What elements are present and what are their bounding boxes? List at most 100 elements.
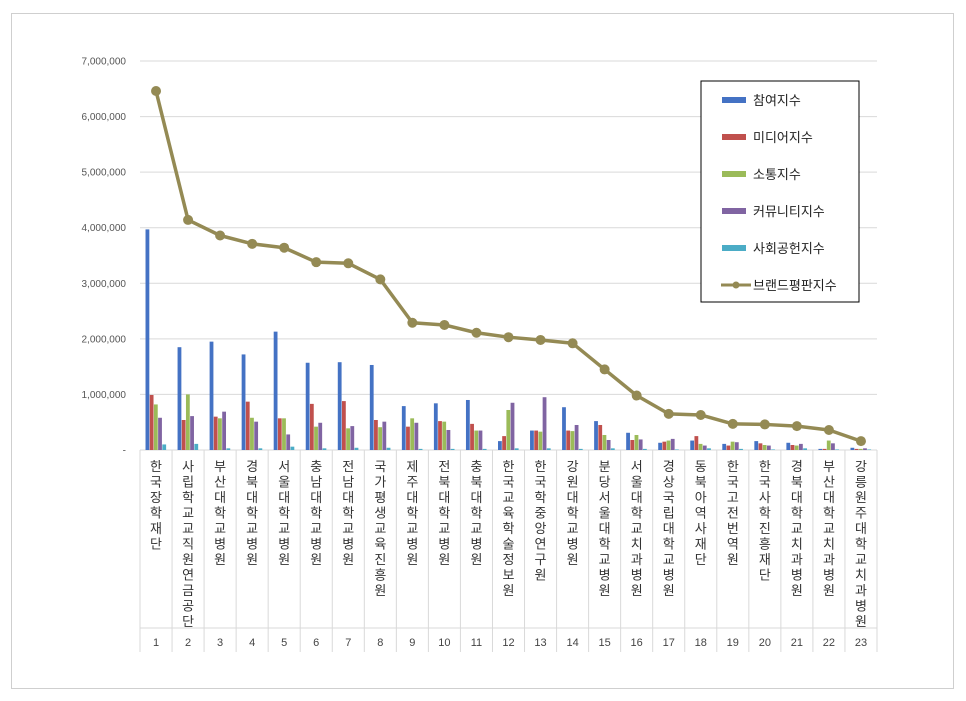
legend-label: 미디어지수 — [753, 131, 813, 146]
bar-1-4 — [241, 354, 246, 450]
bar-5-23 — [867, 449, 872, 450]
bar-3-20 — [762, 444, 767, 450]
bar-5-21 — [803, 448, 807, 450]
bar-3-10 — [442, 421, 447, 450]
rank-label: 13 — [534, 637, 546, 649]
legend-label: 브랜드평판지수 — [753, 279, 837, 294]
bar-2-3 — [213, 416, 218, 450]
bar-5-16 — [642, 448, 647, 450]
bar-1-2 — [177, 347, 182, 450]
legend-swatch — [722, 97, 746, 103]
bar-4-9 — [414, 422, 419, 450]
bar-4-2 — [190, 416, 194, 450]
rank-label: 2 — [185, 637, 191, 649]
bar-3-11 — [474, 430, 479, 450]
bar-2-11 — [470, 423, 474, 450]
bar-5-1 — [162, 444, 167, 450]
rank-label: 8 — [377, 637, 383, 649]
brand-point-11 — [471, 327, 482, 338]
bar-5-18 — [707, 448, 711, 450]
legend-label: 소통지수 — [753, 168, 801, 183]
bar-4-14 — [574, 424, 579, 450]
legend-label: 참여지수 — [753, 94, 801, 109]
bar-3-21 — [794, 445, 799, 450]
bar-1-22 — [818, 448, 823, 450]
y-tick-label: 5,000,000 — [82, 168, 127, 179]
rank-label: 17 — [663, 637, 675, 649]
rank-label: 1 — [153, 637, 159, 649]
legend-marker — [732, 281, 740, 289]
bar-3-7 — [346, 428, 350, 450]
rank-label: 7 — [345, 637, 351, 649]
y-tick-label: 2,000,000 — [82, 334, 127, 345]
bar-5-2 — [194, 443, 199, 450]
bar-1-21 — [786, 442, 791, 450]
legend-swatch — [722, 134, 746, 140]
bar-5-11 — [482, 448, 487, 450]
bar-2-9 — [406, 426, 410, 450]
bar-5-13 — [546, 448, 551, 450]
bar-2-23 — [854, 448, 859, 450]
legend-label: 사회공헌지수 — [753, 242, 825, 257]
bar-2-5 — [277, 418, 282, 450]
bar-5-20 — [771, 449, 775, 450]
y-axis-ticks: - 1,000,000 2,000,000 3,000,000 4,000,000 5,0… — [82, 57, 127, 457]
bar-3-23 — [858, 448, 863, 450]
bar-1-14 — [562, 407, 566, 450]
bar-4-4 — [254, 421, 259, 450]
bar-2-12 — [502, 436, 506, 450]
legend-box — [700, 80, 860, 303]
bar-1-15 — [594, 421, 598, 450]
brand-line-series — [151, 86, 866, 447]
rank-label: 15 — [599, 637, 611, 649]
rank-label: 6 — [313, 637, 319, 649]
bar-1-13 — [530, 430, 534, 450]
bar-2-17 — [662, 441, 667, 450]
bar-5-14 — [578, 448, 583, 450]
bar-2-7 — [341, 401, 346, 450]
bar-1-5 — [273, 331, 278, 450]
rank-label: 4 — [249, 637, 255, 649]
brand-point-10 — [439, 319, 450, 330]
bar-1-17 — [658, 442, 663, 450]
bar-1-10 — [433, 403, 438, 450]
bar-3-2 — [185, 394, 190, 450]
bar-5-4 — [258, 448, 263, 450]
y-tick-label: 6,000,000 — [82, 112, 127, 123]
brand-point-8 — [375, 274, 386, 285]
brand-point-9 — [407, 317, 418, 328]
brand-reputation-chart: - 1,000,000 2,000,000 3,000,000 4,000,000 5,0… — [82, 57, 878, 652]
rank-label: 19 — [727, 637, 739, 649]
bar-1-18 — [690, 440, 695, 450]
bar-3-6 — [314, 426, 318, 450]
brand-point-20 — [759, 419, 770, 430]
brand-point-5 — [279, 242, 290, 253]
bar-1-6 — [305, 362, 310, 450]
bar-3-17 — [666, 440, 671, 450]
brand-point-4 — [247, 238, 258, 249]
brand-point-23 — [855, 436, 866, 447]
rank-label: 3 — [217, 637, 223, 649]
brand-point-18 — [695, 409, 706, 420]
bar-4-16 — [638, 439, 643, 450]
bar-4-13 — [542, 397, 547, 450]
brand-point-14 — [567, 338, 578, 349]
bar-2-21 — [790, 444, 795, 450]
bar-1-16 — [626, 432, 630, 450]
bar-1-8 — [369, 364, 374, 450]
bar-2-2 — [181, 419, 186, 450]
bar-2-20 — [758, 443, 763, 450]
bar-1-3 — [209, 341, 214, 450]
